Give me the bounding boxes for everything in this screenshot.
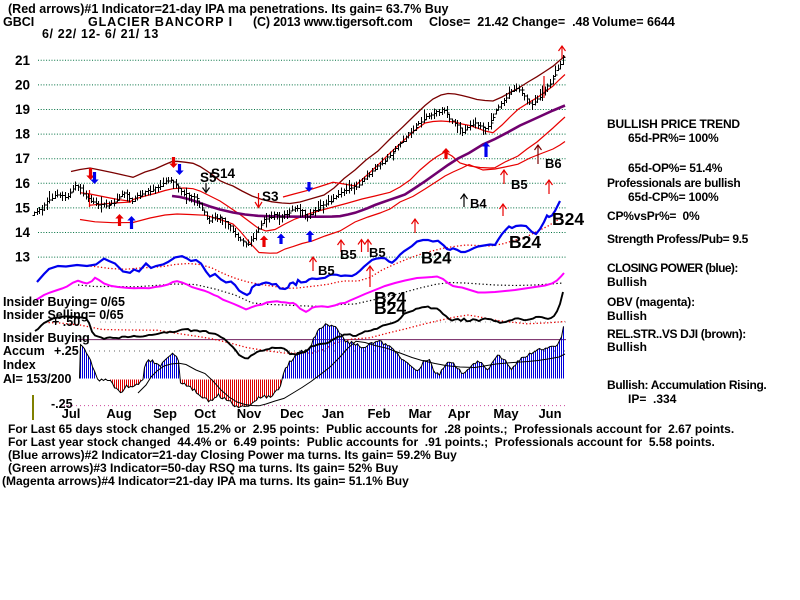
svg-text:Apr: Apr	[448, 406, 470, 421]
svg-text:Insider Selling= 0/65: Insider Selling= 0/65	[3, 308, 124, 322]
svg-text:IP= .334: IP= .334	[628, 392, 677, 406]
svg-text:For Last 65 days stock changed: For Last 65 days stock changed 15.2% or …	[8, 422, 734, 436]
svg-text:20: 20	[15, 77, 30, 92]
svg-text:+ .50: + .50	[52, 315, 80, 329]
svg-text:GLACIER BANCORP I: GLACIER BANCORP I	[88, 15, 233, 29]
svg-text:17: 17	[15, 151, 30, 166]
svg-text:Bullish: Accumulation Rising.: Bullish: Accumulation Rising.	[607, 378, 766, 392]
svg-text:B5: B5	[369, 245, 386, 260]
svg-text:B24: B24	[374, 298, 406, 318]
svg-text:OBV (magenta):: OBV (magenta):	[607, 295, 695, 309]
svg-text:Index: Index	[3, 358, 36, 372]
svg-text:Insider Buying= 0/65: Insider Buying= 0/65	[3, 295, 125, 309]
svg-text:Close= 21.42: Close= 21.42	[429, 15, 509, 29]
svg-text:B24: B24	[509, 232, 541, 252]
svg-text:(Magenta arrows)#4 Indicator=2: (Magenta arrows)#4 Indicator=21-day IPA …	[2, 474, 409, 488]
svg-text:Volume= 6644: Volume= 6644	[592, 15, 675, 29]
svg-text:Aug: Aug	[106, 406, 131, 421]
svg-text:16: 16	[15, 176, 31, 191]
svg-text:Bullish: Bullish	[607, 309, 647, 323]
svg-text:6/ 22/ 12- 6/ 21/ 13: 6/ 22/ 12- 6/ 21/ 13	[42, 27, 159, 41]
svg-text:Bullish: Bullish	[607, 275, 647, 289]
svg-text:+.25: +.25	[54, 344, 79, 358]
svg-text:(Green arrows)#3 Indicator=50-: (Green arrows)#3 Indicator=50-day RSQ ma…	[8, 461, 398, 475]
svg-text:(Blue arrows)#2 Indicator=21-d: (Blue arrows)#2 Indicator=21-day Closing…	[8, 448, 457, 462]
svg-text:18: 18	[15, 127, 31, 142]
svg-text:Jan: Jan	[322, 406, 344, 421]
svg-text:65d-PR%= 100%: 65d-PR%= 100%	[628, 131, 719, 145]
svg-text:13: 13	[15, 250, 31, 265]
svg-text:65d-CP%= 100%: 65d-CP%= 100%	[628, 190, 719, 204]
svg-text:(C) 2013 www.tigersoft.com: (C) 2013 www.tigersoft.com	[253, 15, 413, 29]
svg-text:Professionals are bullish: Professionals are bullish	[607, 176, 740, 190]
svg-text:For Last year stock changed 4: For Last year stock changed 44.4% or 6.4…	[8, 435, 715, 449]
svg-text:Insider Buying: Insider Buying	[3, 331, 90, 345]
svg-text:65d-OP%= 51.4%: 65d-OP%= 51.4%	[628, 161, 723, 175]
svg-text:B6: B6	[545, 156, 562, 171]
svg-text:Jul: Jul	[62, 406, 81, 421]
svg-text:B24: B24	[421, 250, 452, 268]
svg-text:CLOSING POWER (blue):: CLOSING POWER (blue):	[607, 261, 738, 275]
svg-text:Accum: Accum	[3, 344, 45, 358]
svg-text:Mar: Mar	[408, 406, 431, 421]
svg-text:14: 14	[15, 225, 31, 240]
svg-text:Nov: Nov	[237, 406, 262, 421]
svg-text:Sep: Sep	[153, 406, 177, 421]
svg-text:Jun: Jun	[538, 406, 561, 421]
svg-text:-.25: -.25	[51, 397, 73, 411]
svg-text:B24: B24	[552, 209, 584, 229]
svg-text:(Red arrows)#1 Indicator=21-da: (Red arrows)#1 Indicator=21-day IPA ma p…	[8, 2, 448, 16]
svg-text:REL.STR..VS DJI (brown):: REL.STR..VS DJI (brown):	[607, 327, 746, 341]
svg-text:AI= 153/200: AI= 153/200	[3, 372, 72, 386]
svg-text:GBCI: GBCI	[3, 15, 34, 29]
svg-text:CP%vsPr%= 0%: CP%vsPr%= 0%	[607, 209, 700, 223]
svg-text:B5: B5	[318, 263, 335, 278]
svg-text:B5: B5	[340, 247, 357, 262]
svg-text:S14: S14	[211, 166, 236, 181]
svg-text:19: 19	[15, 102, 30, 117]
svg-text:May: May	[493, 406, 519, 421]
svg-text:Oct: Oct	[194, 406, 216, 421]
svg-text:21: 21	[15, 53, 31, 68]
svg-text:Strength Profess/Pub= 9.5: Strength Profess/Pub= 9.5	[607, 232, 749, 246]
svg-text:S5: S5	[200, 170, 217, 185]
svg-text:B5: B5	[511, 177, 528, 192]
svg-text:B4: B4	[470, 196, 487, 211]
svg-text:Change= .48: Change= .48	[512, 15, 590, 29]
svg-text:BULLISH PRICE TREND: BULLISH PRICE TREND	[607, 117, 740, 131]
svg-text:Feb: Feb	[367, 406, 390, 421]
svg-text:15: 15	[15, 200, 31, 215]
svg-text:S3: S3	[262, 189, 279, 204]
svg-text:Bullish: Bullish	[607, 340, 647, 354]
svg-text:B24: B24	[374, 288, 406, 308]
svg-text:Dec: Dec	[280, 406, 304, 421]
